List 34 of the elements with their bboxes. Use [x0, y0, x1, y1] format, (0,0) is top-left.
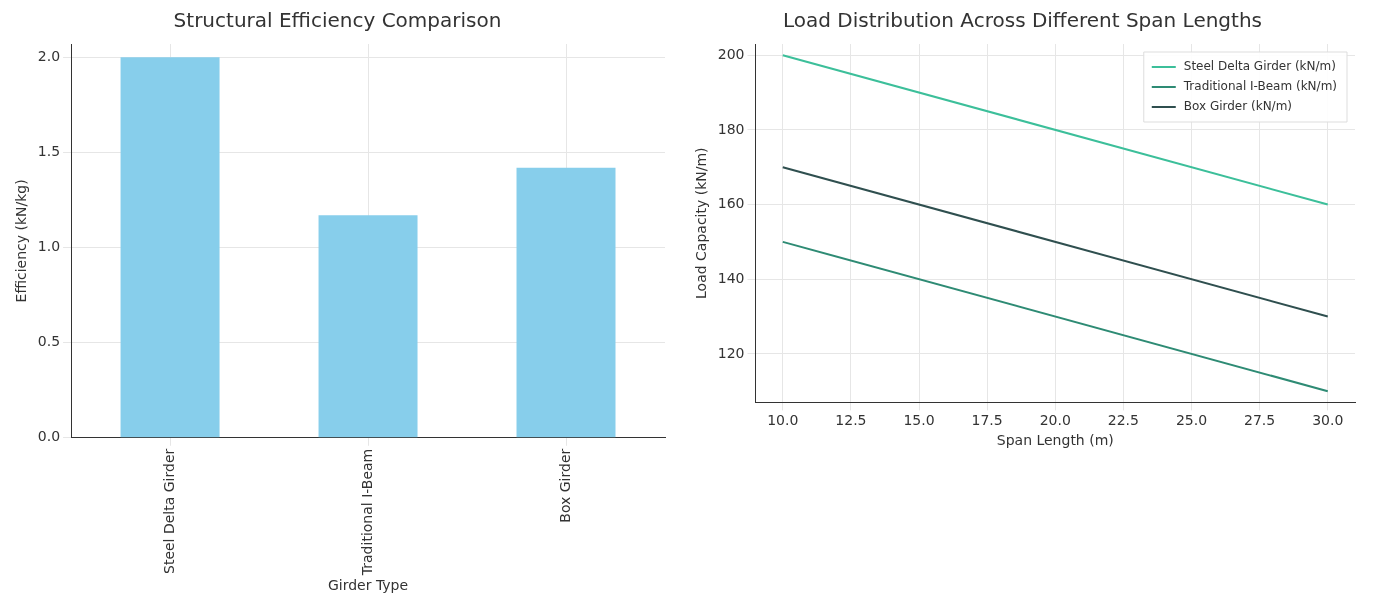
chart-title: Load Distribution Across Different Span Lengths — [782, 8, 1263, 33]
bar — [516, 167, 616, 438]
bar — [318, 215, 418, 438]
y-tick-label: 0.5 — [37, 333, 61, 350]
legend-label: Traditional I-Beam (kN/m) — [1182, 79, 1338, 94]
x-tick-label: Traditional I-Beam — [358, 448, 375, 577]
y-tick-label: 2.0 — [37, 47, 61, 64]
legend-label: Steel Delta Girder (kN/m) — [1183, 59, 1336, 74]
x-tick-label: 17.5 — [971, 412, 1003, 429]
y-tick-label: 1.0 — [37, 238, 61, 255]
y-tick-label: 200 — [717, 45, 745, 62]
x-tick-label: Box Girder — [556, 448, 573, 523]
x-tick-label: 27.5 — [1244, 412, 1276, 429]
x-tick-label: 25.0 — [1175, 412, 1208, 429]
x-axis-title: Span Length (m) — [996, 432, 1114, 449]
y-tick-label: 180 — [717, 120, 745, 137]
x-tick-label: 12.5 — [835, 412, 867, 429]
y-axis-title: Load Capacity (kN/m) — [693, 147, 710, 299]
chart-title: Structural Efficiency Comparison — [173, 8, 502, 33]
legend-label: Box Girder (kN/m) — [1183, 99, 1293, 114]
x-tick-label: 10.0 — [767, 412, 799, 429]
y-tick-label: 0.0 — [37, 428, 61, 445]
y-tick-label: 1.5 — [37, 143, 61, 160]
y-tick-label: 160 — [717, 195, 745, 212]
x-axis-title: Girder Type — [327, 577, 409, 594]
x-tick-label: 30.0 — [1312, 412, 1344, 429]
x-tick-label: 20.0 — [1039, 412, 1071, 429]
x-tick-label: 22.5 — [1107, 412, 1139, 429]
y-tick-label: 120 — [717, 344, 745, 361]
y-tick-label: 140 — [717, 269, 745, 286]
x-tick-label: 15.0 — [903, 412, 935, 429]
y-axis-title: Efficiency (kN/kg) — [13, 179, 30, 303]
x-tick-label: Steel Delta Girder — [160, 448, 177, 574]
bar — [120, 57, 220, 438]
